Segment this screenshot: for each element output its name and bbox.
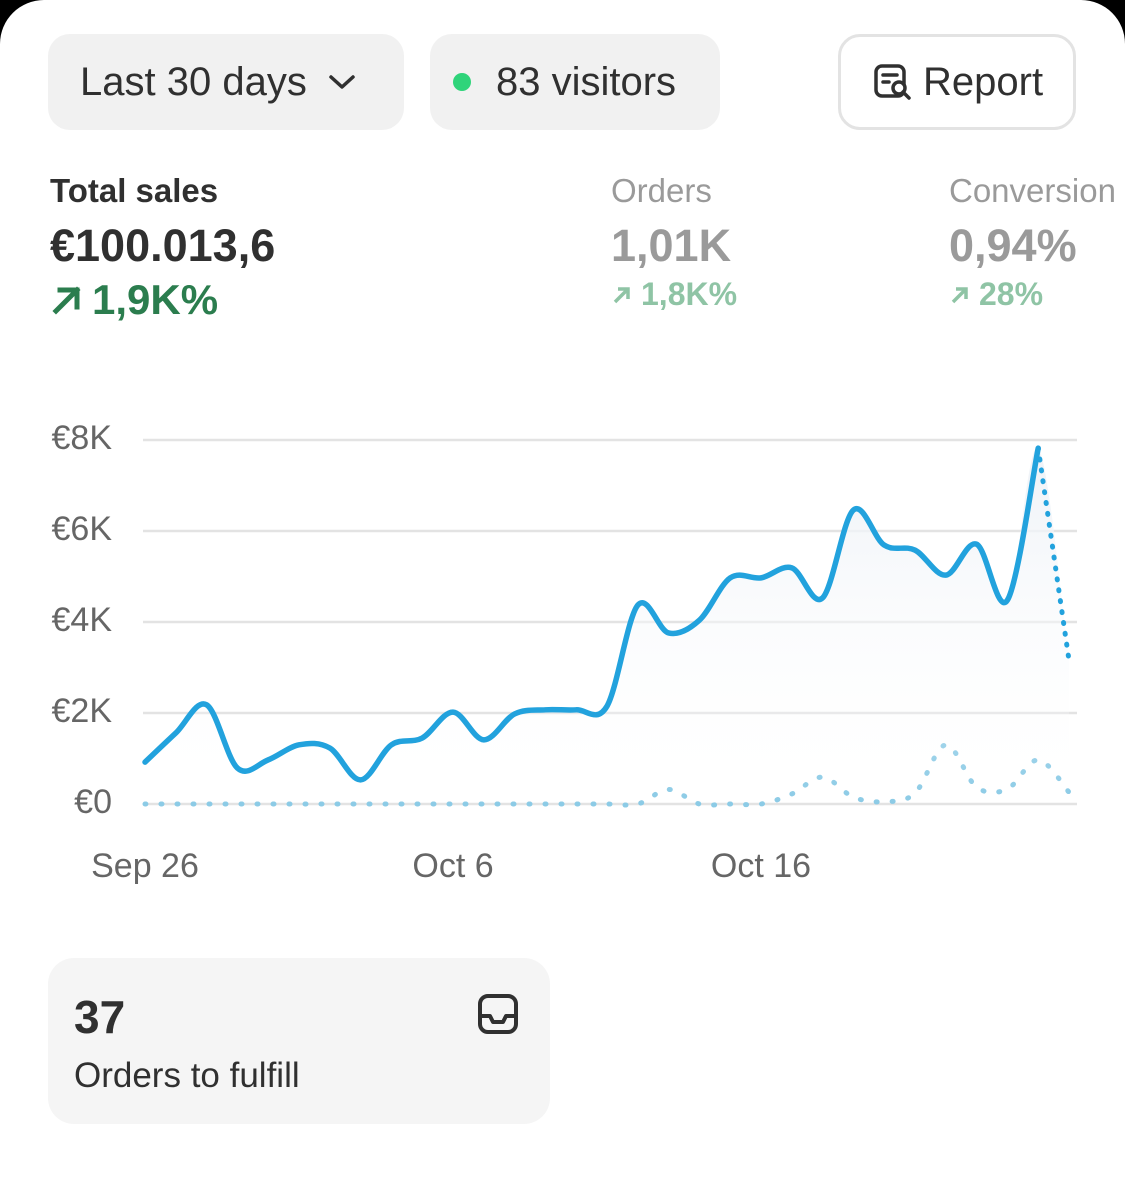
metric-value: €100.013,6 (50, 220, 276, 271)
metric-orders[interactable]: Orders 1,01K 1,8K% (611, 172, 737, 313)
sales-line-partial (1035, 445, 1072, 663)
chevron-icon (329, 75, 355, 89)
live-dot (453, 73, 471, 91)
metric-change-row: 28% (949, 276, 1125, 313)
visitors-button[interactable]: 83 visitors (430, 34, 720, 130)
y-tick-label: €6K (52, 510, 113, 548)
metric-label: Orders (611, 172, 712, 209)
metric-change: 1,9K% (92, 276, 219, 323)
up-arrow (951, 286, 968, 303)
date-range-label: Last 30 days (80, 59, 307, 104)
orders-count: 37 (74, 991, 126, 1043)
metric-value: 0,94% (949, 220, 1077, 271)
visitors-label: 83 visitors (496, 59, 677, 104)
metric-change-row: 1,9K% (50, 276, 275, 324)
x-tick-label: Oct 6 (412, 847, 493, 885)
report-label: Report (923, 59, 1044, 104)
y-tick-label: €2K (52, 692, 113, 730)
metric-change-row: 1,8K% (611, 276, 737, 313)
inbox-icon (478, 994, 518, 1034)
sales-line (142, 445, 1041, 783)
sales-area (145, 447, 1069, 804)
x-tick-label: Sep 26 (91, 847, 199, 885)
up-arrow (613, 286, 630, 303)
sales-chart: €0 €2K €4K €6K €8K Sep 26 Oct 6 Oct 16 (52, 419, 1077, 885)
metric-change: 28% (979, 276, 1044, 312)
up-arrow (52, 286, 81, 315)
metric-conversion[interactable]: Conversion 0,94% 28% (949, 172, 1125, 313)
orders-card[interactable]: 37 Orders to fulfill (48, 958, 550, 1124)
metric-total-sales[interactable]: Total sales €100.013,6 1,9K% (50, 172, 275, 324)
y-tick-label: €0 (74, 783, 112, 821)
y-tick-label: €8K (52, 419, 113, 457)
metric-label: Conversion (949, 172, 1116, 209)
metric-change: 1,8K% (641, 276, 738, 312)
date-range-button[interactable]: Last 30 days (48, 34, 404, 130)
metric-label: Total sales (50, 172, 219, 209)
x-tick-label: Oct 16 (711, 847, 811, 885)
metric-value: 1,01K (611, 220, 732, 271)
orders-label: Orders to fulfill (74, 1056, 300, 1095)
report-icon (874, 64, 911, 100)
y-tick-label: €4K (52, 601, 113, 639)
report-button[interactable]: Report (838, 34, 1076, 130)
